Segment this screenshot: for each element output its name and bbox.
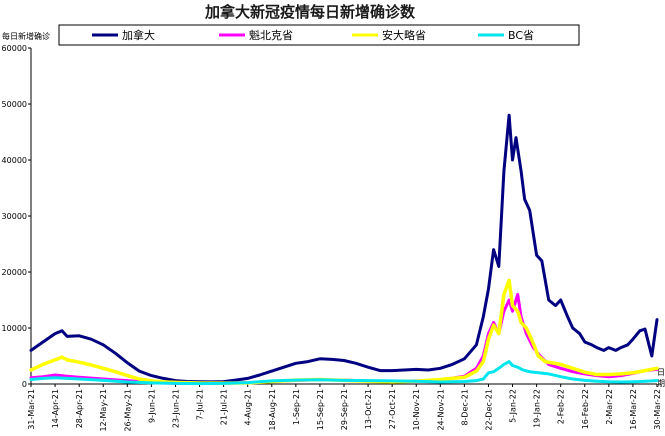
plot-area: 0 10000 20000 30000 40000 50000 60000 31-Mar-21…	[2, 44, 662, 432]
y-tick-label: 50000	[2, 100, 27, 109]
x-tick-label: 5-Jan-22	[509, 389, 518, 423]
x-tick-label: 2-Mar-22	[605, 389, 614, 425]
x-tick-label: 2-Feb-22	[557, 389, 566, 424]
x-tick-label: 30-Mar-22	[653, 389, 662, 430]
x-tick-label: 8-Dec-21	[460, 389, 469, 426]
legend: 加拿大 魁北克省 安大略省 BC省	[58, 24, 580, 46]
x-tick-label: 16-Feb-22	[581, 389, 590, 429]
series-line	[29, 278, 659, 385]
x-axis-unit-top: 日	[657, 368, 665, 377]
y-tick-label: 0	[22, 380, 27, 389]
legend-label: 加拿大	[122, 28, 155, 42]
x-tick-label: 13-Oct-21	[364, 389, 373, 429]
y-axis-label: 每日新增确诊	[2, 31, 50, 41]
x-tick-label: 15-Sep-21	[316, 389, 325, 430]
series-line	[29, 360, 659, 386]
x-tick-label: 27-Oct-21	[388, 389, 397, 429]
y-tick-label: 60000	[2, 44, 27, 53]
x-tick-label: 14-Apr-21	[51, 389, 60, 428]
y-tick-label: 40000	[2, 156, 27, 165]
x-tick-label: 21-Jul-21	[220, 389, 229, 425]
x-tick-label: 7-Jul-21	[196, 389, 205, 420]
chart-title: 加拿大新冠疫情每日新增确诊数	[204, 3, 416, 21]
series-line	[29, 113, 659, 384]
x-tick-label: 16-Mar-22	[629, 389, 638, 430]
legend-label: 魁北克省	[249, 28, 293, 42]
legend-label: BC省	[508, 29, 534, 42]
x-tick-label: 19-Jan-22	[533, 389, 542, 428]
y-tick-label: 10000	[2, 324, 27, 333]
x-tick-label: 9-Jun-21	[147, 389, 156, 423]
x-tick-label: 12-May-21	[99, 389, 108, 432]
x-tick-label: 24-Nov-21	[436, 389, 445, 431]
x-tick-label: 10-Nov-21	[412, 389, 421, 431]
legend-label: 安大略省	[382, 28, 426, 42]
y-tick-label: 30000	[2, 212, 27, 221]
x-tick-label: 4-Aug-21	[244, 389, 253, 426]
x-tick-label: 28-Apr-21	[75, 389, 84, 428]
x-tick-label: 1-Sep-21	[292, 389, 301, 425]
x-tick-label: 26-May-21	[123, 389, 132, 432]
y-tick-label: 20000	[2, 268, 27, 277]
x-tick-label: 29-Sep-21	[340, 389, 349, 430]
x-tick-label: 18-Aug-21	[268, 389, 277, 431]
x-tick-label: 31-Mar-21	[27, 389, 36, 430]
x-axis-unit-bottom: 期	[657, 379, 665, 388]
legend-box	[58, 24, 580, 46]
x-tick-label: 22-Dec-21	[484, 389, 493, 431]
x-tick-label: 23-Jun-21	[171, 389, 180, 428]
